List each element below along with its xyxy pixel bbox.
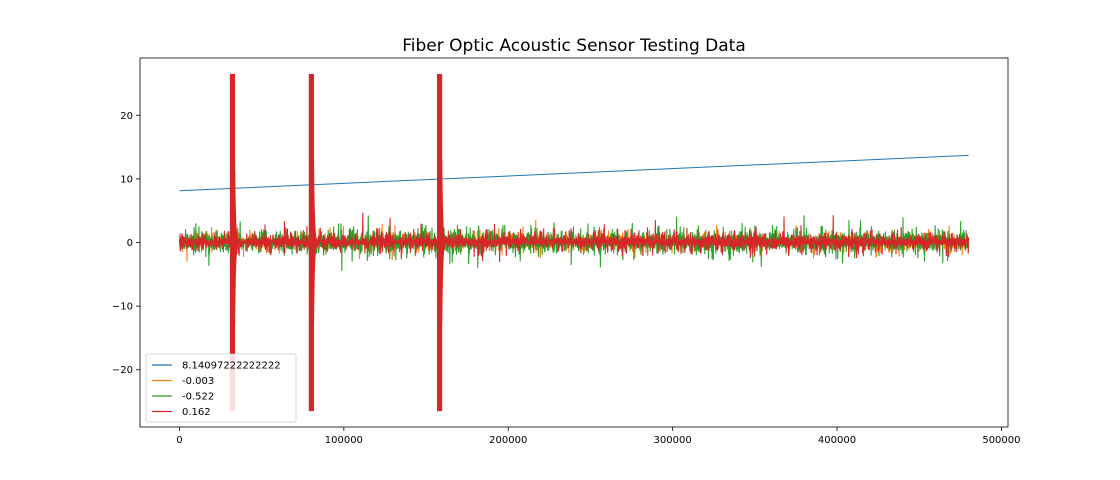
y-tick-label: 0 xyxy=(127,238,133,249)
x-axis: 0 100000 200000 300000 400000 500000 xyxy=(176,427,1021,446)
x-tick-label: 300000 xyxy=(654,435,692,446)
x-tick-label: 100000 xyxy=(325,435,363,446)
y-tick-label: −10 xyxy=(112,302,133,313)
x-tick-label: 400000 xyxy=(818,435,856,446)
series-line-3 xyxy=(178,73,970,412)
legend-box xyxy=(145,353,297,423)
legend-label: 8.14097222222222 xyxy=(182,361,281,372)
series-line-0 xyxy=(179,154,969,192)
x-tick-label: 500000 xyxy=(982,435,1020,446)
legend: 8.14097222222222 -0.003 -0.522 0.162 xyxy=(145,353,297,423)
legend-label: -0.522 xyxy=(182,392,214,403)
x-tick-label: 0 xyxy=(176,435,182,446)
legend-label: 0.162 xyxy=(182,407,211,418)
series-layer xyxy=(178,73,970,412)
legend-label: -0.003 xyxy=(182,376,214,387)
x-tick-label: 200000 xyxy=(489,435,527,446)
y-tick-label: 20 xyxy=(120,111,133,122)
chart-title: Fiber Optic Acoustic Sensor Testing Data xyxy=(402,36,746,56)
y-tick-label: −20 xyxy=(112,365,133,376)
y-axis: −20 −10 0 10 20 xyxy=(112,111,140,376)
y-tick-label: 10 xyxy=(120,174,133,185)
